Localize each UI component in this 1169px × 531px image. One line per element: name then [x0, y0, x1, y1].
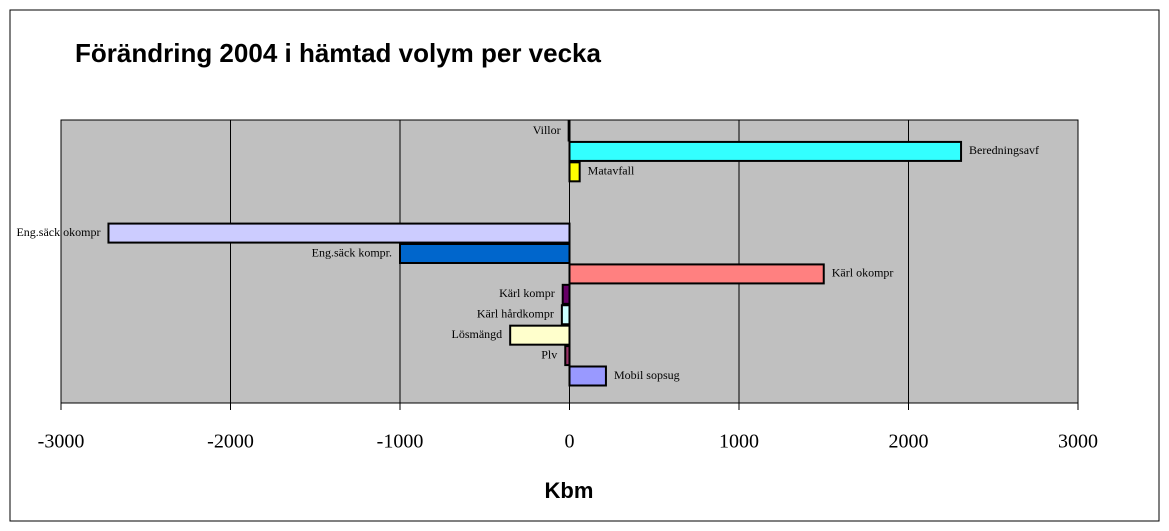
data-label: Kärl okompr: [832, 266, 894, 280]
data-label: Mobil sopsug: [614, 368, 680, 382]
data-label: Plv: [541, 347, 557, 361]
bar: [560, 304, 571, 326]
x-tick-label: 3000: [1058, 431, 1098, 453]
bar: [564, 345, 571, 367]
data-label: Lösmängd: [452, 327, 503, 341]
data-label: Matavfall: [588, 164, 635, 178]
bar: [568, 365, 607, 387]
x-tick-label: 1000: [719, 431, 759, 453]
chart-title: Förändring 2004 i hämtad volym per vecka: [75, 38, 602, 68]
bar: [568, 140, 963, 162]
bar: [568, 263, 825, 285]
x-axis-label: Kbm: [545, 478, 594, 503]
bar: [568, 161, 581, 183]
bar: [509, 324, 571, 346]
bar: [399, 243, 571, 264]
data-label: Beredningsavf: [969, 143, 1039, 157]
data-label: Eng.säck okompr: [16, 225, 100, 239]
bar: [561, 283, 571, 305]
data-label: Villor: [533, 123, 561, 137]
bar: [107, 222, 571, 244]
x-tick-label: -1000: [377, 431, 424, 453]
data-label: Kärl kompr: [499, 286, 555, 300]
data-label: Eng.säck kompr.: [312, 245, 392, 259]
x-tick-label: -2000: [207, 431, 254, 453]
data-label: Kärl hårdkompr: [477, 307, 554, 321]
x-tick-label: 0: [565, 431, 575, 453]
x-tick-label: 2000: [889, 431, 929, 453]
bar: [567, 120, 571, 142]
x-tick-label: -3000: [38, 431, 85, 453]
